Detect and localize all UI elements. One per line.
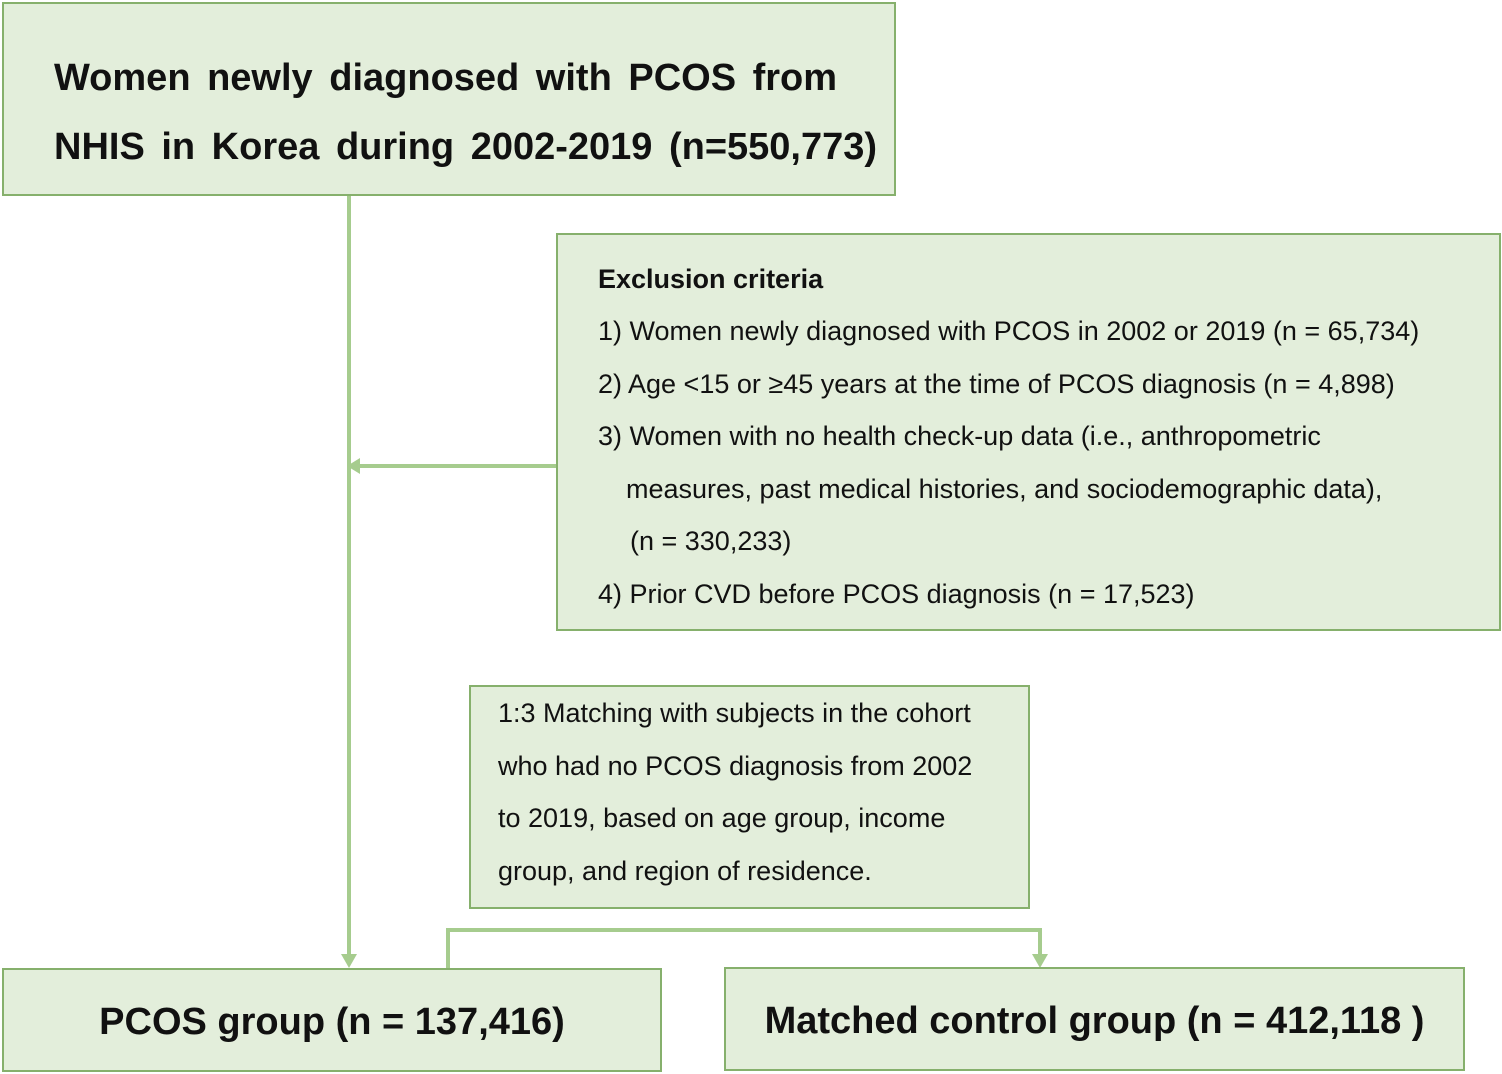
matching-line: who had no PCOS diagnosis from 2002 xyxy=(498,750,973,781)
exclusion-flow-arrowhead xyxy=(347,458,360,474)
exclusion-item: 2) Age <15 or ≥45 years at the time of P… xyxy=(598,368,1395,399)
control-group-box: Matched control group (n = 412,118 ) xyxy=(724,967,1465,1071)
matching-flow-arrowhead xyxy=(1032,954,1048,968)
exclusion-item: (n = 330,233) xyxy=(630,526,792,556)
pcos-group-label: PCOS group (n = 137,416) xyxy=(99,1001,565,1043)
matching-flow-line xyxy=(446,928,1042,968)
source-line: NHIS in Korea during 2002-2019 (n=550,77… xyxy=(54,126,878,168)
matching-line: 1:3 Matching with subjects in the cohort xyxy=(498,698,971,728)
control-group-label: Matched control group (n = 412,118 ) xyxy=(764,1000,1425,1042)
exclusion-criteria-box: Exclusion criteria 1) Women newly diagno… xyxy=(556,233,1501,631)
source-population-box: Women newly diagnosed with PCOS from NHI… xyxy=(2,2,896,196)
matching-line: group, and region of residence. xyxy=(498,855,872,886)
exclusion-item: measures, past medical histories, and so… xyxy=(626,473,1383,504)
exclusion-item: 4) Prior CVD before PCOS diagnosis (n = … xyxy=(598,578,1195,609)
source-line: Women newly diagnosed with PCOS from xyxy=(54,57,838,99)
pcos-group-box: PCOS group (n = 137,416) xyxy=(2,968,662,1072)
exclusion-heading: Exclusion criteria xyxy=(598,264,824,294)
matching-line: to 2019, based on age group, income xyxy=(498,803,946,833)
main-flow-arrowhead xyxy=(341,954,357,968)
exclusion-item: 1) Women newly diagnosed with PCOS in 20… xyxy=(598,316,1420,346)
matching-box: 1:3 Matching with subjects in the cohort… xyxy=(469,685,1030,909)
exclusion-item: 3) Women with no health check-up data (i… xyxy=(598,421,1321,451)
